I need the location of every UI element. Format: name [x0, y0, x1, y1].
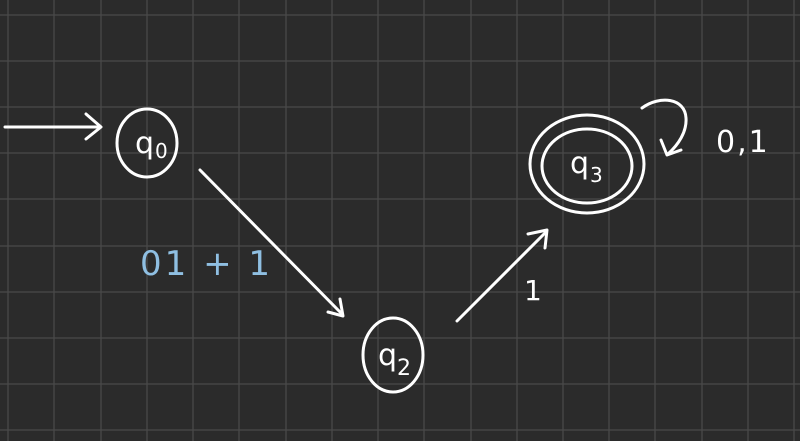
state-q2-circle: [361, 316, 425, 394]
start-arrow: [3, 112, 103, 141]
state-q2-name: q: [378, 338, 397, 373]
state-q0-circle: [115, 107, 179, 179]
state-q2: q 2: [361, 316, 425, 394]
state-q3-name: q: [570, 146, 589, 181]
state-q0-subscript: 0: [155, 139, 168, 163]
label-q0-to-q2: 01 + 1: [140, 244, 273, 284]
state-q2-subscript: 2: [397, 356, 411, 381]
state-q3-outer-circle: [528, 113, 646, 215]
state-q3: q 3: [528, 113, 646, 215]
state-q3-subscript: 3: [590, 163, 603, 187]
label-q2-to-q3: 1: [524, 274, 542, 307]
state-q0-name: q: [135, 126, 154, 161]
arrow-q2-to-q3: [455, 228, 549, 323]
self-loop-q3: [640, 98, 688, 157]
label-q3-loop: 0,1: [716, 125, 770, 160]
state-q3-inner-circle: [540, 127, 634, 205]
state-q0: q 0: [115, 107, 179, 179]
arrow-q0-to-q2: [198, 168, 345, 318]
